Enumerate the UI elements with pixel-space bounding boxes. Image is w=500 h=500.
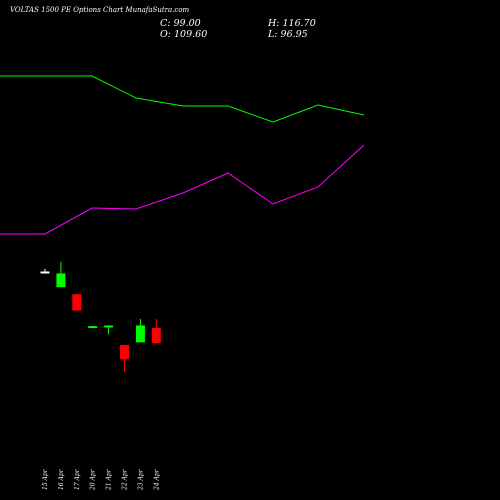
candle-20-apr (88, 326, 98, 329)
open-price-label: O: 109.60 (160, 29, 207, 40)
candle-body (88, 326, 98, 329)
candle-body (151, 328, 161, 343)
high-price-label: H: 116.70 (267, 18, 316, 29)
x-tick-label: 16 Apr (58, 468, 65, 490)
low-price-label: L: 96.95 (267, 29, 308, 40)
x-axis-ticks: 15 Apr 16 Apr 17 Apr 20 Apr 21 Apr 22 Apr 23 A… (42, 468, 160, 491)
x-tick-label: 17 Apr (74, 468, 81, 490)
x-tick-label: 20 Apr (90, 468, 97, 491)
candle-15-apr (40, 268, 50, 274)
x-tick-label: 21 Apr (106, 468, 113, 491)
indicator-lines (0, 75, 365, 235)
x-tick-label: 24 Apr (153, 468, 160, 491)
candle-17-apr (72, 294, 82, 311)
candle-21-apr (104, 325, 114, 335)
candle-body (56, 273, 66, 288)
candle-body (135, 325, 145, 343)
candle-body (120, 344, 129, 360)
magenta-indicator-line (0, 144, 365, 235)
x-tick-label: 23 Apr (137, 468, 144, 491)
candles (40, 261, 161, 373)
candle-23-apr (135, 318, 145, 343)
close-price-label: C: 99.00 (160, 18, 201, 29)
candle-24-apr (151, 318, 161, 344)
candle-16-apr (56, 261, 66, 288)
candle-body (72, 294, 82, 311)
candle-body (40, 271, 50, 274)
candle-body (104, 325, 114, 328)
green-indicator-line (0, 75, 365, 123)
x-tick-label: 22 Apr (122, 468, 129, 491)
x-tick-label: 15 Apr (42, 468, 49, 490)
chart-title: VOLTAS 1500 PE Options Chart MunafaSutra… (10, 6, 190, 14)
candle-22-apr (120, 344, 129, 373)
